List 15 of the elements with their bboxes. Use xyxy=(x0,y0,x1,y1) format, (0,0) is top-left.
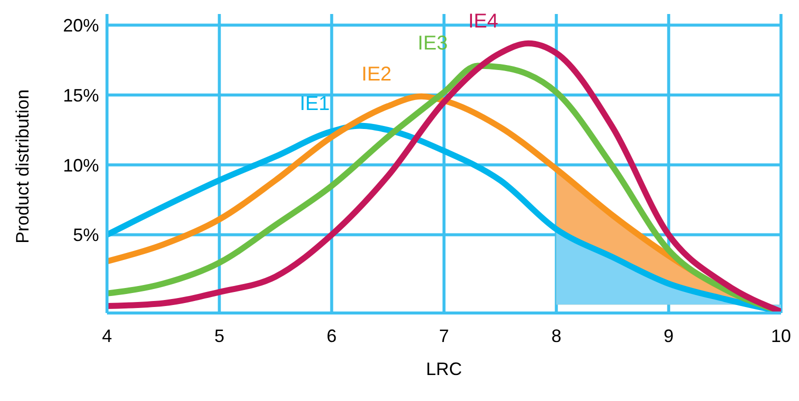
x-tick-label: 10 xyxy=(770,326,792,346)
series-label: IE1 xyxy=(300,92,330,115)
y-tick-label: 20% xyxy=(62,16,99,36)
x-tick-label: 8 xyxy=(551,326,562,346)
x-tick-label: 5 xyxy=(214,326,224,346)
x-tick-label: 9 xyxy=(664,326,674,346)
y-axis-title: Product distribution xyxy=(12,89,32,244)
x-tick-label: 7 xyxy=(438,326,450,346)
x-tick-label: 4 xyxy=(102,326,112,346)
series-label: IE2 xyxy=(362,63,392,86)
y-tick-label: 5% xyxy=(72,225,99,246)
x-tick-label: 6 xyxy=(326,326,337,346)
x-axis-title: LRC xyxy=(426,359,462,379)
y-tick-label: 15% xyxy=(62,85,99,106)
y-tick-label: 10% xyxy=(62,155,99,176)
